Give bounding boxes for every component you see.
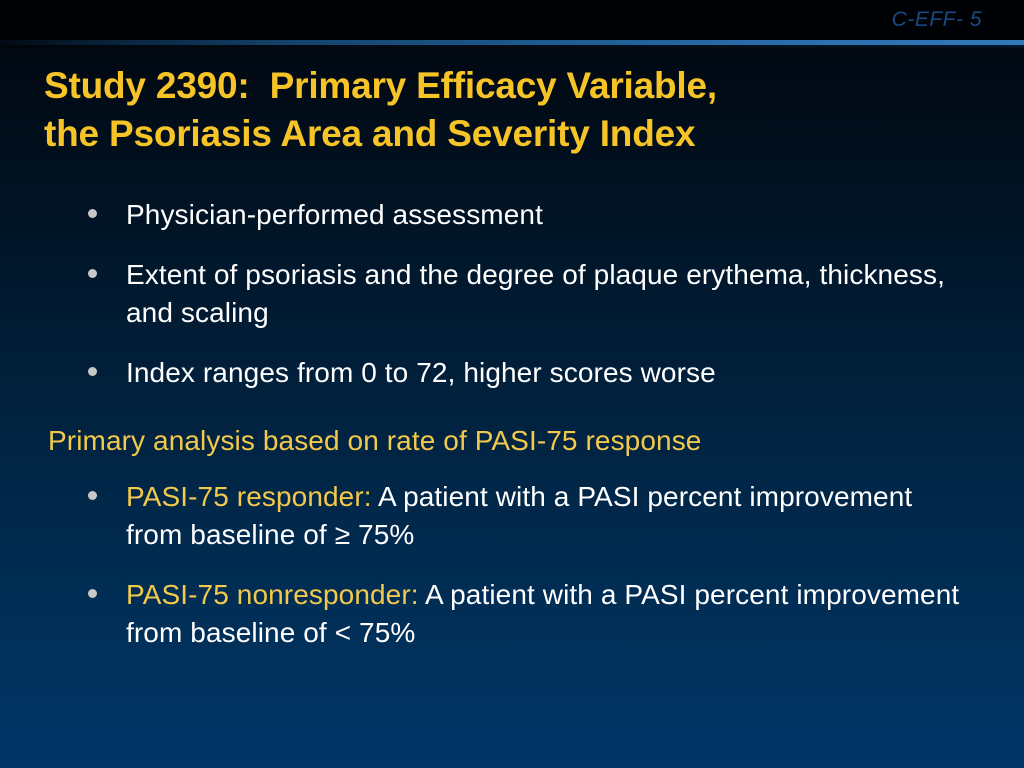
term-label: PASI-75 nonresponder: [126,579,419,610]
page-title-line-2: the Psoriasis Area and Severity Index [44,113,696,154]
list-item: PASI-75 responder: A patient with a PASI… [0,478,1024,554]
list-item-label: Index ranges from 0 to 72, higher scores… [126,357,716,388]
primary-analysis-subheading: Primary analysis based on rate of PASI-7… [48,425,702,456]
list-item-body: PASI-75 responder: A patient with a PASI… [126,481,912,550]
list-item: Index ranges from 0 to 72, higher scores… [0,354,1024,392]
bullet-dot-icon [88,589,97,598]
slide-body: Physician-performed assessment Extent of… [0,196,1024,674]
term-label: PASI-75 responder: [126,481,372,512]
list-item-body: PASI-75 nonresponder: A patient with a P… [126,579,959,648]
list-item: Physician-performed assessment [0,196,1024,234]
page-title-line-1: Study 2390: Primary Efficacy Variable, [44,65,717,106]
list-item: PASI-75 nonresponder: A patient with a P… [0,576,1024,652]
header-divider-shadow [0,45,1024,48]
definition-label: A patient with a PASI percent improvemen… [126,481,913,550]
list-item-label: Extent of psoriasis and the degree of pl… [126,259,945,328]
definition-label: A patient with a PASI percent improvemen… [126,579,960,648]
list-item: Extent of psoriasis and the degree of pl… [0,256,1024,332]
bullet-dot-icon [88,367,97,376]
bullet-dot-icon [88,269,97,278]
list-item-label: Physician-performed assessment [126,199,543,230]
page-title: Study 2390: Primary Efficacy Variable, t… [44,62,964,158]
slide-code-label: C-EFF- 5 [891,8,982,31]
bullet-dot-icon [88,209,97,218]
header-divider-rule [0,40,1024,45]
header-band [0,0,1024,40]
bullet-dot-icon [88,491,97,500]
